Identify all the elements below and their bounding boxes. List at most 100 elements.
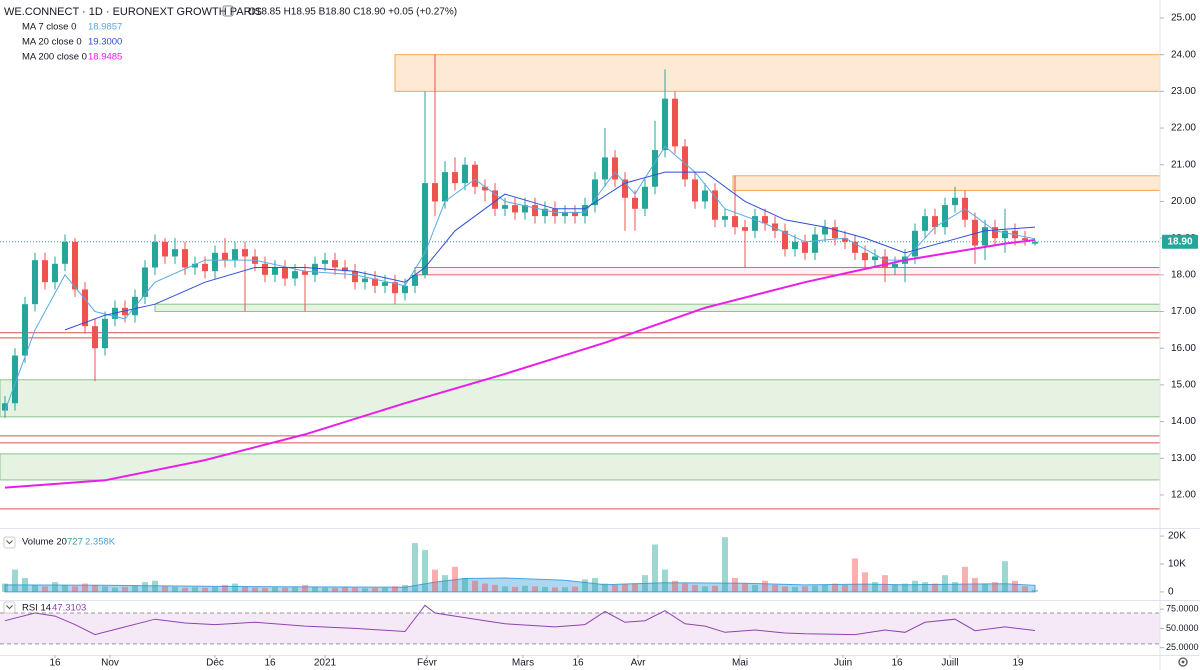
volume-bar: [222, 584, 228, 592]
x-tick-label: 16: [572, 658, 584, 669]
candle-body: [992, 227, 998, 239]
candle-body: [362, 278, 368, 283]
y-tick-label: 14.00: [1171, 416, 1196, 427]
volume-bar: [422, 550, 428, 592]
collapse-button[interactable]: [3, 536, 16, 549]
x-tick-label: Déc: [206, 658, 224, 669]
volume-bar: [922, 582, 928, 592]
volume-bar: [842, 584, 848, 592]
x-tick-label: Mars: [512, 658, 534, 669]
volume-bar: [2, 583, 8, 592]
candle-body: [82, 289, 88, 327]
candle-body: [822, 227, 828, 235]
volume-bar: [882, 575, 888, 592]
volume-bar: [262, 588, 268, 592]
candle-body: [952, 197, 958, 206]
y-tick-label: 25.00: [1171, 13, 1196, 24]
volume-bar: [12, 569, 18, 592]
candle-body: [722, 216, 728, 220]
candle-body: [512, 205, 518, 213]
legend-name: MA 200 close 0: [22, 52, 87, 63]
volume-bar: [892, 584, 898, 592]
volume-bar: [432, 569, 438, 592]
volume-bar: [252, 587, 258, 592]
volume-bar: [822, 584, 828, 592]
candle-body: [162, 241, 168, 257]
volume-bar: [912, 580, 918, 592]
volume-bar: [702, 586, 708, 592]
candle-body: [62, 241, 68, 264]
candle-body: [142, 267, 148, 297]
candle-body: [422, 183, 428, 275]
candle-body: [392, 282, 398, 294]
volume-bar: [602, 583, 608, 592]
candle-body: [982, 227, 988, 246]
candle-body: [52, 263, 58, 283]
volume-bar: [442, 575, 448, 592]
legend-value: 18.9857: [88, 22, 122, 33]
ohlc-text: O18.85 H18.95 B18.80 C18.90 +0.05 (+0.27…: [248, 7, 457, 18]
volume-bar: [72, 586, 78, 592]
volume-bar: [1012, 580, 1018, 592]
last-price-label: 18.90: [1167, 236, 1192, 247]
candle-body: [212, 252, 218, 272]
candle-body: [772, 223, 778, 231]
x-tick-label: Mai: [732, 658, 748, 669]
candle-body: [412, 274, 418, 286]
volume-bar: [742, 583, 748, 592]
candle-body: [322, 260, 328, 264]
candle-body: [232, 249, 238, 261]
candle-body: [432, 183, 438, 202]
settings-button[interactable]: [1178, 657, 1188, 667]
candle-body: [172, 249, 178, 257]
volume-bar: [582, 579, 588, 592]
legend-name: MA 7 close 0: [22, 22, 76, 33]
volume-bar: [572, 586, 578, 592]
volume-bar: [322, 587, 328, 592]
volume-bar: [972, 577, 978, 592]
volume-bar: [662, 569, 668, 592]
zone: [154, 303, 1160, 313]
volume-bar: [732, 577, 738, 592]
candle-body: [292, 271, 298, 279]
candle-body: [382, 282, 388, 286]
y-tick-label: 20K: [1168, 531, 1186, 542]
candle-body: [752, 216, 758, 231]
symbol-title: WE.CONNECT · 1D · EURONEXT GROWTH PARIS: [4, 6, 262, 18]
volume-bar: [772, 584, 778, 592]
candle-body: [312, 263, 318, 275]
collapse-icon: [6, 605, 13, 610]
visibility-icon[interactable]: [222, 5, 234, 17]
candle-body: [832, 227, 838, 239]
candle-body: [1032, 241, 1038, 244]
volume-bar: [982, 583, 988, 592]
candle-body: [842, 238, 848, 242]
y-tick-label: 21.00: [1171, 159, 1196, 170]
volume-bar: [402, 584, 408, 592]
volume-bar: [1032, 589, 1038, 592]
volume-bar: [792, 586, 798, 592]
legend-name: RSI 14: [22, 603, 51, 614]
collapse-button[interactable]: [3, 601, 16, 614]
volume-bar: [272, 587, 278, 592]
candle-body: [492, 190, 498, 209]
candle-body: [522, 205, 528, 213]
volume-bar: [522, 585, 528, 592]
volume-bar: [762, 580, 768, 592]
y-tick-label: 50.0000: [1166, 623, 1199, 633]
candle-body: [482, 186, 488, 191]
candle-body: [542, 208, 548, 217]
candle-body: [972, 219, 978, 246]
candle-body: [922, 216, 928, 231]
volume-bar: [962, 566, 968, 592]
volume-bar: [642, 575, 648, 592]
volume-bar: [52, 582, 58, 592]
candle-body: [472, 164, 478, 187]
volume-ma-area: [4, 577, 1036, 593]
volume-bar: [462, 577, 468, 592]
volume-bar: [562, 587, 568, 592]
candle-body: [732, 216, 738, 228]
legend-value: 2.358K: [85, 537, 116, 548]
volume-bar: [492, 584, 498, 592]
volume-bar: [62, 584, 68, 592]
